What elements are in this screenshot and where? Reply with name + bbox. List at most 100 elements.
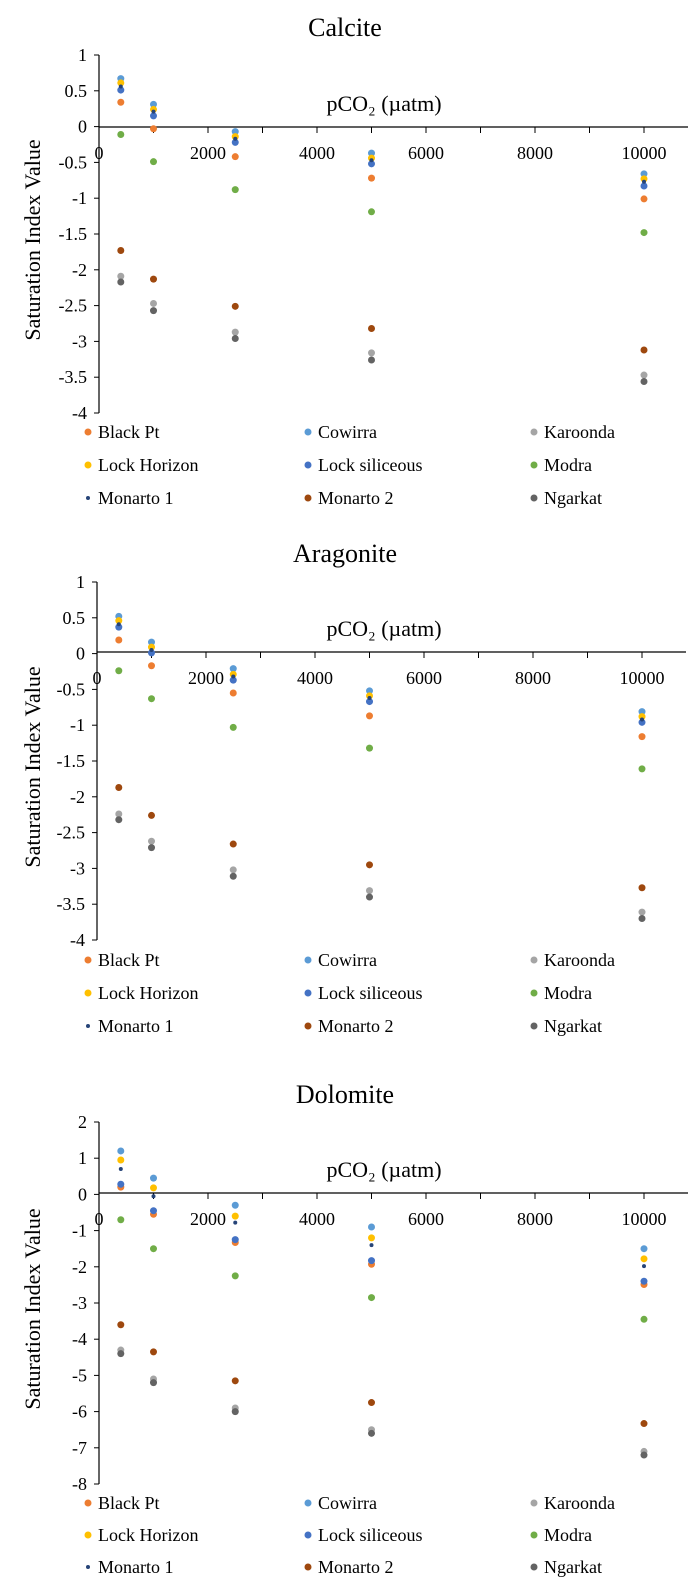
data-point: [231, 1272, 239, 1280]
legend-label: Monarto 1: [98, 1557, 174, 1577]
series-modra: [117, 130, 648, 237]
legend-label: Monarto 2: [318, 488, 394, 508]
data-point: [367, 695, 372, 700]
data-point: [369, 158, 374, 163]
series-lock-siliceous: [115, 623, 646, 726]
legend-marker: [530, 989, 538, 997]
data-point: [148, 837, 155, 845]
series-karoonda: [115, 810, 646, 916]
legend-label: Lock Horizon: [98, 455, 198, 475]
legend-label: Monarto 2: [318, 1016, 394, 1036]
legend: Black Pt Cowirra Karoonda Lock Horizon Lock …: [84, 422, 615, 508]
data-point: [115, 667, 123, 675]
y-tick-label: -3: [72, 1293, 87, 1313]
y-tick-label: -4: [70, 930, 85, 950]
y-tick-label: -2.5: [57, 823, 86, 843]
y-tick-label: 0.5: [65, 81, 88, 101]
legend-label: Lock siliceous: [318, 455, 422, 475]
data-point: [368, 349, 375, 357]
y-axis-label: Saturation Index Value: [20, 666, 45, 867]
series-monarto-1: [118, 84, 646, 184]
data-point: [366, 712, 373, 720]
data-point: [638, 915, 646, 923]
series-black-pt: [115, 636, 646, 741]
series-ngarkat: [117, 1350, 648, 1459]
data-point: [150, 158, 157, 166]
series-monarto-2: [117, 246, 648, 354]
y-tick-label: 2: [78, 1112, 87, 1132]
data-point: [229, 723, 237, 731]
legend-label: Monarto 1: [98, 488, 174, 508]
data-point: [368, 160, 375, 168]
legend-label: Monarto 2: [318, 1557, 394, 1577]
data-point: [231, 1236, 239, 1244]
y-tick-label: -1: [72, 1221, 87, 1241]
data-point: [117, 278, 125, 286]
data-point: [150, 1184, 157, 1192]
data-point: [640, 1315, 648, 1323]
y-tick-label: -3.5: [59, 367, 88, 387]
y-tick-label: -4: [72, 403, 87, 423]
y-tick-label: -1: [70, 715, 85, 735]
data-point: [150, 1245, 157, 1253]
data-point: [231, 1377, 239, 1385]
x-tick-label: 2000: [190, 1209, 226, 1229]
data-point: [366, 887, 373, 895]
data-point: [640, 1277, 648, 1285]
legend-label: Monarto 1: [98, 1016, 174, 1036]
legend-label: Lock Horizon: [98, 983, 198, 1003]
x-tick-label: 0: [95, 143, 104, 163]
data-point: [640, 1255, 648, 1263]
data-point: [368, 1429, 375, 1437]
legend-marker: [530, 494, 538, 502]
data-point: [117, 1147, 125, 1155]
data-point: [368, 208, 375, 216]
data-point: [150, 125, 157, 133]
legend-marker: [84, 428, 92, 436]
data-point: [117, 1350, 125, 1358]
data-point: [115, 623, 123, 631]
data-point: [115, 783, 123, 791]
legend-marker: [84, 1531, 92, 1539]
y-tick-label: -4: [72, 1329, 87, 1349]
data-point: [150, 112, 157, 120]
y-tick-label: 1: [78, 45, 87, 65]
x-tick-label: 2000: [188, 668, 224, 688]
data-point: [368, 1223, 375, 1231]
x-tick-label: 2000: [190, 143, 226, 163]
y-tick-label: -1.5: [57, 751, 86, 771]
legend-marker: [530, 461, 538, 469]
data-point: [368, 325, 375, 333]
legend-marker: [304, 1022, 312, 1030]
series-black-pt: [117, 1183, 648, 1289]
x-tick-label: 0: [93, 668, 102, 688]
data-point: [640, 170, 648, 178]
data-point: [117, 1321, 125, 1329]
x-tick-label: 6000: [406, 668, 442, 688]
legend-label: Black Pt: [98, 1493, 160, 1513]
legend-label: Lock siliceous: [318, 983, 422, 1003]
data-point: [115, 617, 123, 625]
data-point: [117, 1180, 125, 1188]
x-tick-label: 0: [95, 1209, 104, 1229]
data-point: [150, 1348, 157, 1356]
data-point: [150, 1207, 157, 1215]
data-point: [229, 689, 237, 697]
legend-label: Ngarkat: [544, 488, 602, 508]
series-modra: [117, 1216, 648, 1323]
data-point: [229, 840, 237, 848]
series-monarto-2: [117, 1321, 648, 1428]
data-point: [638, 733, 646, 741]
data-point: [150, 275, 157, 283]
data-point: [640, 229, 648, 237]
data-point: [149, 648, 154, 653]
data-point: [229, 866, 237, 874]
data-point: [640, 346, 648, 354]
data-point: [229, 665, 237, 673]
legend-label: Black Pt: [98, 422, 160, 442]
legend-label: Karoonda: [544, 950, 615, 970]
y-tick-label: -7: [72, 1438, 87, 1458]
legend-label: Lock siliceous: [318, 1525, 422, 1545]
data-point: [638, 908, 646, 916]
